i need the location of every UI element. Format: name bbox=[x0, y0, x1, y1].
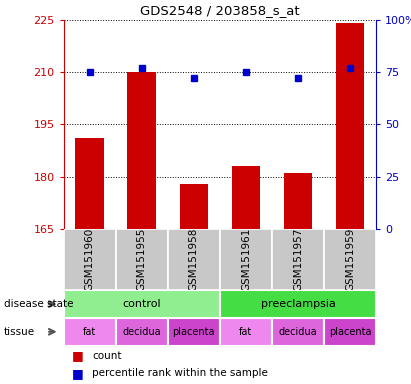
Bar bbox=[116, 229, 168, 290]
Text: tissue: tissue bbox=[4, 327, 35, 337]
Text: GSM151959: GSM151959 bbox=[345, 228, 355, 291]
Text: ■: ■ bbox=[72, 349, 84, 362]
Bar bbox=[284, 173, 312, 229]
Bar bbox=[336, 23, 364, 229]
Bar bbox=[220, 318, 272, 346]
Text: GSM151960: GSM151960 bbox=[85, 228, 95, 291]
Text: preeclampsia: preeclampsia bbox=[261, 299, 335, 309]
Text: fat: fat bbox=[239, 327, 252, 337]
Bar bbox=[220, 290, 376, 318]
Text: ■: ■ bbox=[72, 367, 84, 380]
Bar bbox=[76, 138, 104, 229]
Text: fat: fat bbox=[83, 327, 96, 337]
Bar bbox=[168, 229, 220, 290]
Text: placenta: placenta bbox=[173, 327, 215, 337]
Title: GDS2548 / 203858_s_at: GDS2548 / 203858_s_at bbox=[140, 4, 300, 17]
Text: GSM151958: GSM151958 bbox=[189, 228, 199, 291]
Bar bbox=[64, 318, 116, 346]
Text: disease state: disease state bbox=[4, 299, 74, 309]
Bar bbox=[127, 72, 156, 229]
Text: placenta: placenta bbox=[329, 327, 371, 337]
Bar bbox=[180, 184, 208, 229]
Text: count: count bbox=[92, 351, 122, 361]
Text: GSM151961: GSM151961 bbox=[241, 228, 251, 291]
Text: GSM151957: GSM151957 bbox=[293, 228, 303, 291]
Bar bbox=[324, 229, 376, 290]
Text: GSM151955: GSM151955 bbox=[137, 228, 147, 291]
Bar bbox=[324, 318, 376, 346]
Bar bbox=[272, 229, 324, 290]
Text: control: control bbox=[122, 299, 161, 309]
Text: decidua: decidua bbox=[279, 327, 317, 337]
Bar bbox=[64, 290, 220, 318]
Bar bbox=[272, 318, 324, 346]
Bar bbox=[220, 229, 272, 290]
Text: decidua: decidua bbox=[122, 327, 161, 337]
Bar bbox=[116, 318, 168, 346]
Bar bbox=[64, 229, 116, 290]
Bar bbox=[168, 318, 220, 346]
Text: percentile rank within the sample: percentile rank within the sample bbox=[92, 368, 268, 378]
Bar bbox=[232, 166, 260, 229]
